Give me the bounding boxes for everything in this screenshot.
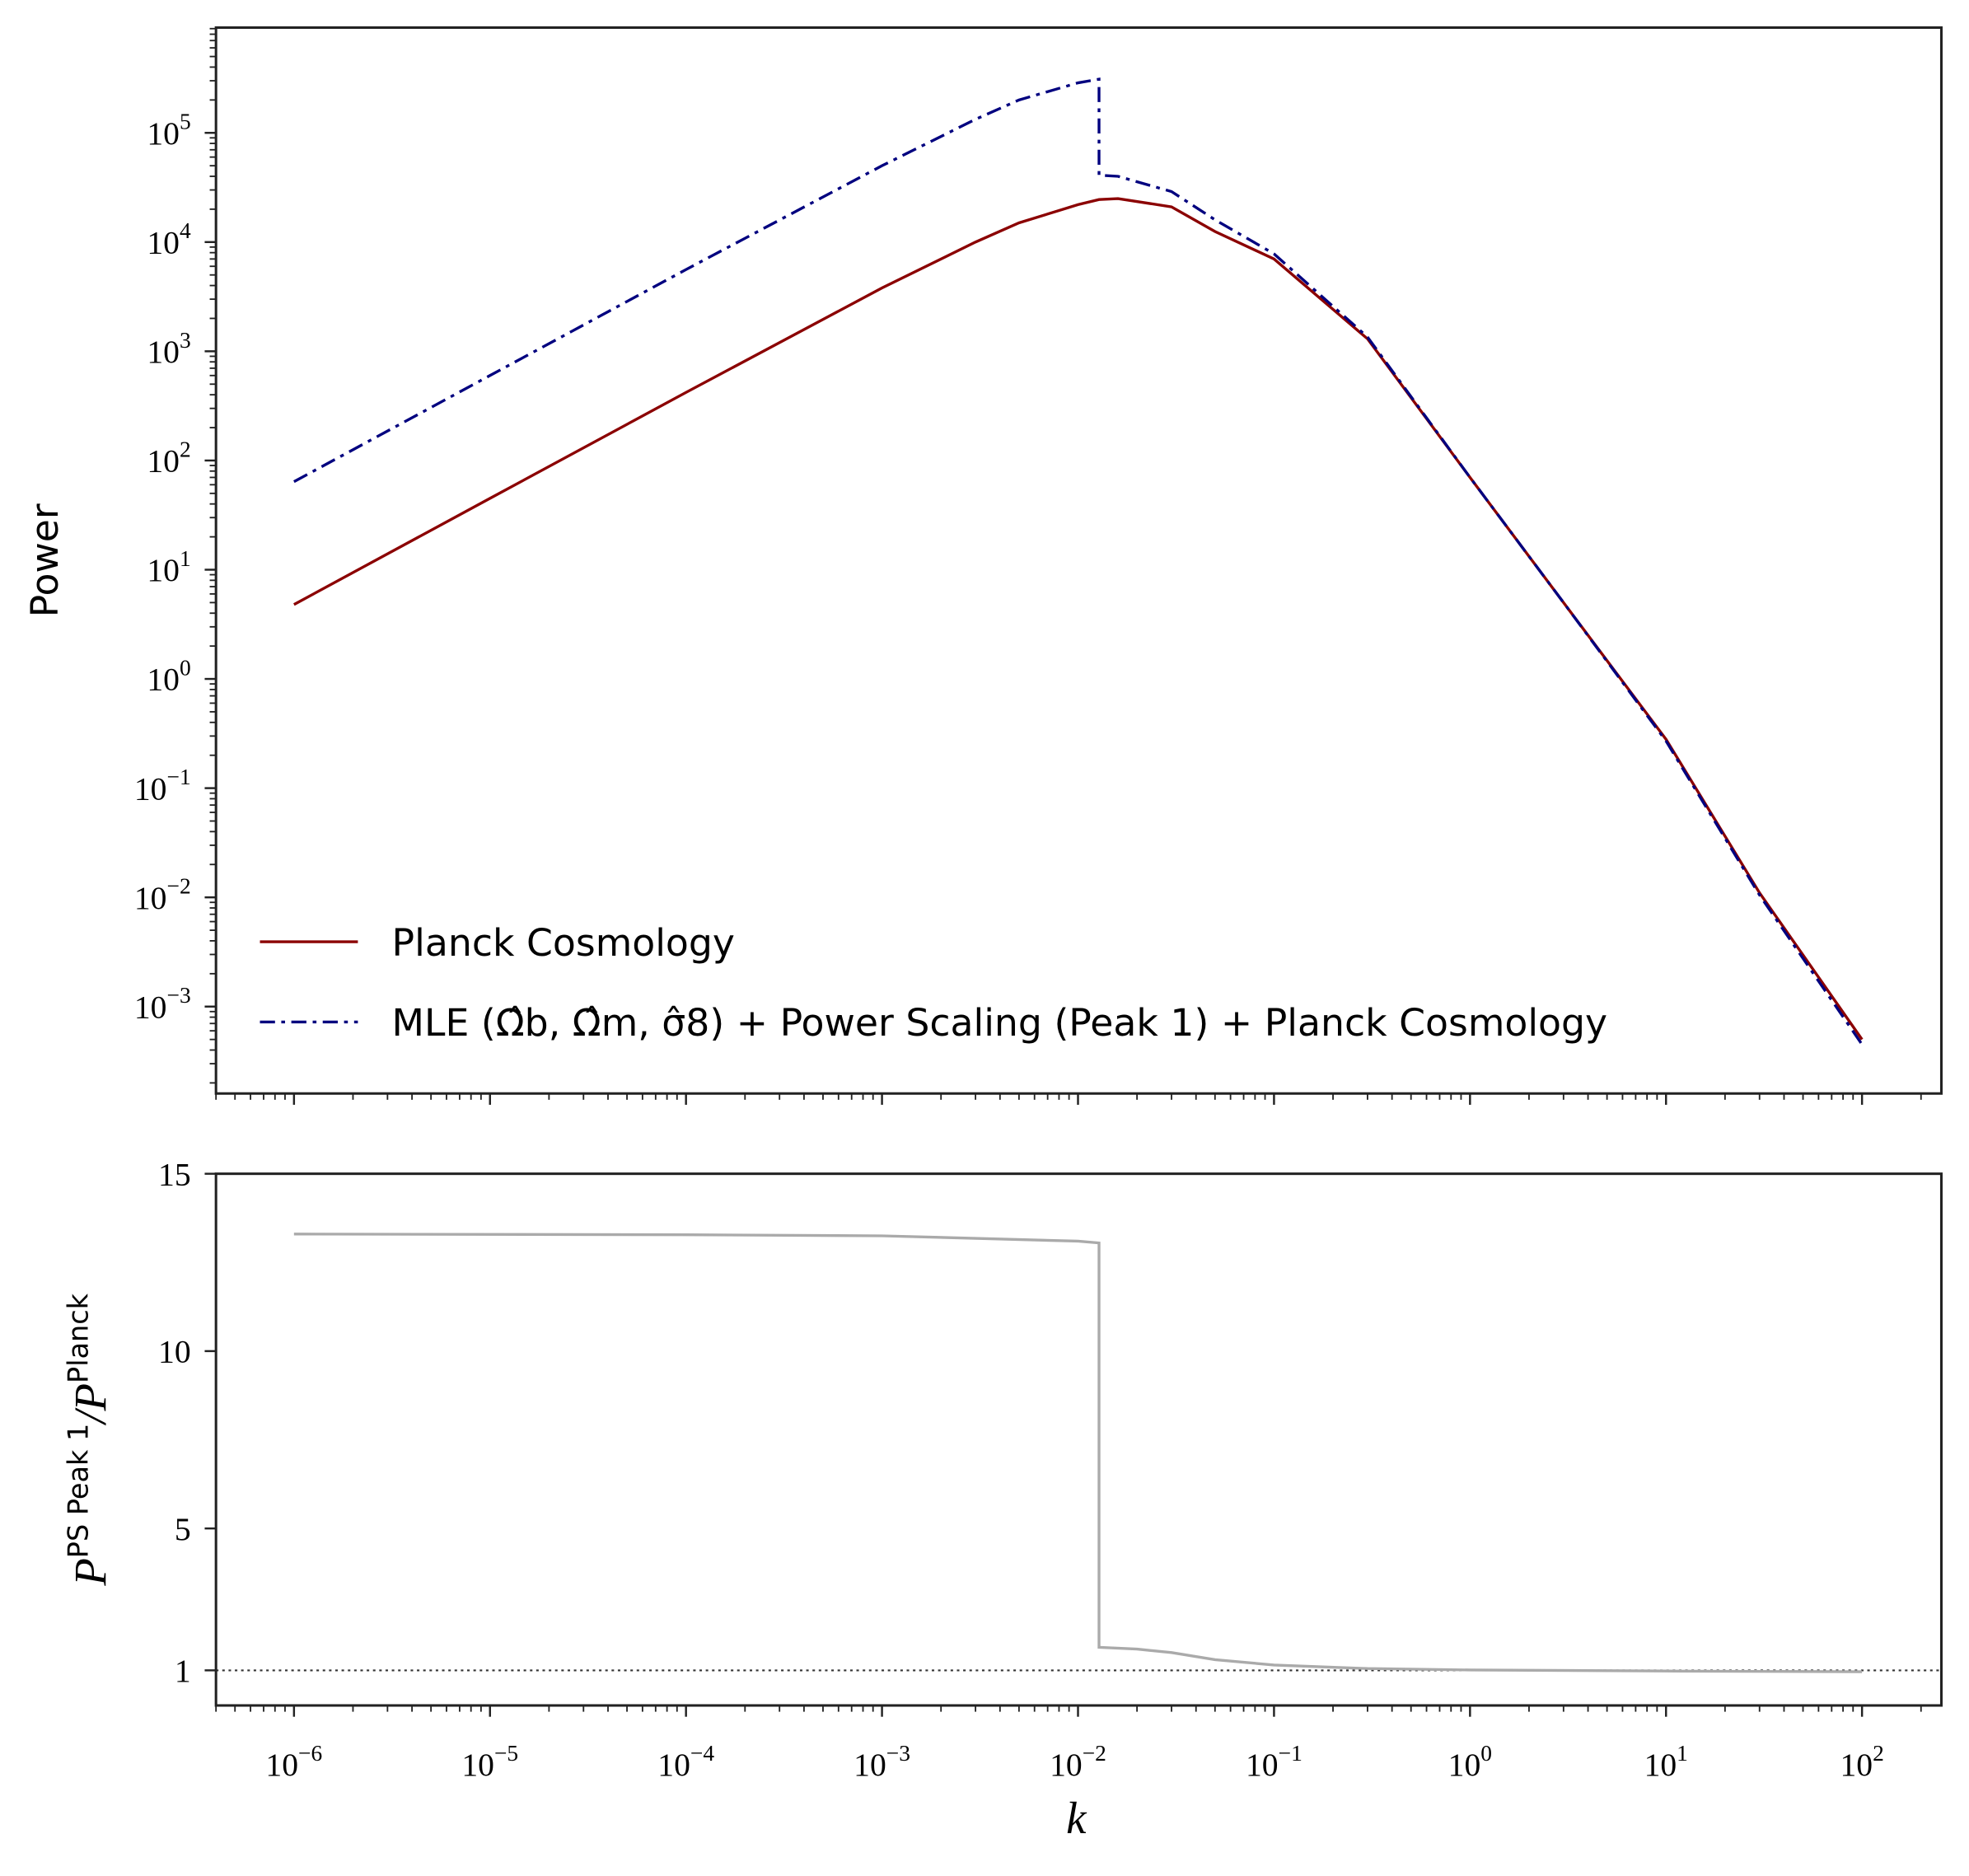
- tick-label-base: 10: [147, 225, 180, 261]
- tick-label-base: 10: [147, 443, 180, 480]
- tick-label-base: 10: [1050, 1747, 1083, 1783]
- tick-label-exponent: 3: [180, 328, 191, 353]
- tick-label-exponent: 1: [180, 546, 191, 571]
- tick-label-base: 10: [1246, 1747, 1279, 1783]
- tick-label: 5: [175, 1511, 191, 1547]
- tick-label-exponent: −4: [690, 1741, 714, 1766]
- tick-label-exponent: −2: [166, 874, 190, 899]
- tick-label: 1: [175, 1653, 191, 1689]
- tick-label: 10−3: [854, 1741, 910, 1783]
- legend-label: Planck Cosmology: [392, 921, 735, 965]
- tick-label-exponent: 2: [180, 437, 191, 461]
- tick-label-exponent: −6: [298, 1741, 322, 1766]
- axes-frame: [214, 1172, 1943, 1707]
- tick-label: 101: [147, 546, 190, 588]
- tick-label: 10: [158, 1334, 191, 1370]
- x-axis-label: k: [1066, 1793, 1087, 1843]
- tick-label-exponent: 4: [180, 218, 191, 243]
- y-axis-label: PPS Peak 1/PPlanck: [63, 1293, 115, 1586]
- tick-label-base: 10: [134, 989, 167, 1025]
- tick-label: 105: [147, 110, 190, 152]
- label-part: P: [65, 1558, 115, 1586]
- tick-label: 100: [1448, 1741, 1492, 1783]
- tick-label-exponent: −2: [1083, 1741, 1106, 1766]
- tick-label-base: 10: [657, 1747, 690, 1783]
- tick-label: 10−1: [134, 765, 191, 807]
- tick-label-base: 10: [147, 115, 180, 152]
- tick-label: 102: [147, 437, 190, 479]
- tick-label-exponent: −1: [166, 765, 190, 789]
- label-part: PS Peak 1: [63, 1424, 95, 1559]
- tick-label: 100: [147, 656, 190, 698]
- tick-label: 10−2: [134, 874, 191, 916]
- data-line: [293, 77, 1864, 1046]
- tick-label: 10−5: [461, 1741, 518, 1783]
- tick-label-base: 10: [265, 1747, 298, 1783]
- tick-label: 103: [147, 328, 190, 370]
- tick-label-exponent: 0: [1480, 1741, 1492, 1766]
- tick-label-exponent: −1: [1279, 1741, 1303, 1766]
- tick-label: 10−2: [1050, 1741, 1106, 1783]
- y-axis-label: Power: [23, 503, 67, 617]
- tick-label-exponent: 5: [180, 110, 191, 134]
- tick-label-exponent: 0: [180, 656, 191, 681]
- tick-label: 10−4: [657, 1741, 714, 1783]
- tick-label: 10−1: [1246, 1741, 1303, 1783]
- tick-label-base: 10: [1644, 1747, 1677, 1783]
- tick-label-exponent: −5: [494, 1741, 518, 1766]
- tick-label: 102: [1840, 1741, 1883, 1783]
- tick-label-base: 10: [461, 1747, 494, 1783]
- tick-label-base: 10: [134, 880, 167, 916]
- tick-label: 104: [147, 218, 191, 260]
- data-line: [293, 197, 1864, 1041]
- tick-label: 10−6: [265, 1741, 322, 1783]
- tick-label-base: 10: [147, 552, 180, 588]
- tick-label-base: 10: [1448, 1747, 1481, 1783]
- tick-label: 101: [1644, 1741, 1688, 1783]
- tick-label-base: 10: [147, 662, 180, 698]
- tick-label-exponent: 1: [1677, 1741, 1688, 1766]
- label-part: /P: [65, 1383, 115, 1426]
- tick-label-base: 10: [134, 770, 167, 807]
- tick-label-base: 10: [1840, 1747, 1873, 1783]
- tick-label-exponent: −3: [886, 1741, 910, 1766]
- label-part: Planck: [63, 1293, 95, 1383]
- legend-label: MLE (Ω̂b, Ω̂m, σ̂8) + Power Scaling (Pea…: [392, 1001, 1608, 1045]
- tick-label-exponent: 2: [1873, 1741, 1884, 1766]
- tick-label: 10−3: [134, 983, 191, 1025]
- data-line: [293, 1233, 1863, 1673]
- tick-label-base: 10: [147, 334, 180, 370]
- axes-frame: [214, 26, 1943, 1095]
- tick-label-exponent: −3: [166, 983, 190, 1008]
- tick-label: 15: [158, 1156, 191, 1192]
- tick-label-base: 10: [854, 1747, 886, 1783]
